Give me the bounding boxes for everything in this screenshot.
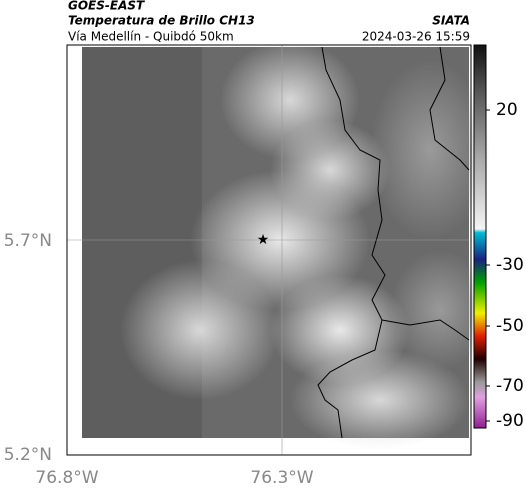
subtitle: Vía Medellín - Quibdó 50km bbox=[68, 30, 234, 44]
colorbar-tick: -50 bbox=[496, 316, 524, 336]
colorbar-tick: 20 bbox=[496, 100, 518, 120]
colorbar-tick: -30 bbox=[496, 255, 524, 275]
map-image: ★ bbox=[67, 40, 490, 455]
lat-label: 5.2°N bbox=[4, 445, 52, 465]
svg-text:★: ★ bbox=[257, 232, 270, 248]
datetime: 2024-03-26 15:59 bbox=[362, 30, 470, 44]
lon-label: 76.8°W bbox=[35, 468, 98, 488]
lat-label: 5.7°N bbox=[4, 231, 52, 251]
lon-label: 76.3°W bbox=[250, 468, 313, 488]
colorbar-tick: -90 bbox=[496, 411, 524, 431]
title-top: GOES-EAST bbox=[68, 0, 145, 13]
title: Temperatura de Brillo CH13 bbox=[68, 14, 255, 28]
map-frame bbox=[66, 44, 472, 456]
colorbar bbox=[473, 44, 490, 429]
source: SIATA bbox=[432, 14, 470, 28]
colorbar-tick: -70 bbox=[496, 376, 524, 396]
